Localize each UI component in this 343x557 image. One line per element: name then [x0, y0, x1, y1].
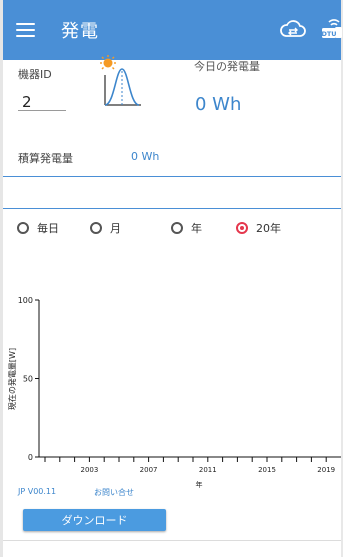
hamburger-menu-icon[interactable] — [16, 23, 35, 37]
today-energy-label: 今日の発電量 — [194, 60, 260, 73]
radio-label: 月 — [110, 222, 121, 235]
device-id-label: 機器ID — [18, 68, 52, 81]
window-edge — [341, 0, 343, 557]
radio-circle — [171, 222, 183, 234]
solar-curve-icon — [100, 55, 141, 106]
radio-yearly[interactable]: 年 — [171, 220, 202, 236]
page-title: 発電 — [61, 21, 99, 42]
radio-monthly[interactable]: 月 — [90, 220, 121, 236]
dtu-wifi-icon[interactable]: DTU — [320, 17, 343, 41]
x-tick-label: 2007 — [140, 466, 158, 474]
chart-y-label: 現在の発電量[W] — [7, 348, 17, 410]
x-tick-label: 2011 — [199, 466, 217, 474]
empty-panel — [3, 177, 341, 209]
window-edge — [0, 0, 3, 557]
x-tick-label: 2019 — [317, 466, 335, 474]
radio-20years[interactable]: 20年 — [236, 220, 281, 236]
radio-circle — [17, 222, 29, 234]
version-text: JP V00.11 — [18, 487, 57, 496]
radio-label: 年 — [191, 222, 202, 235]
dtu-label: DTU — [321, 30, 336, 38]
radio-circle — [90, 222, 102, 234]
x-tick-label: 2015 — [258, 466, 276, 474]
app-bar: 発電 DTU — [3, 0, 343, 60]
y-tick-label: 0 — [28, 453, 33, 462]
y-tick-label: 50 — [23, 375, 33, 384]
chart-x-label: 年 — [196, 480, 203, 489]
radio-daily[interactable]: 毎日 — [17, 220, 59, 236]
period-radio-group: 毎日 月 年 20年 — [0, 220, 343, 242]
cloud-sync-icon[interactable] — [280, 20, 306, 38]
total-energy-value: 0 Wh — [131, 150, 160, 163]
today-energy-value: 0 Wh — [195, 94, 242, 115]
device-id-underline — [18, 110, 66, 111]
contact-link[interactable]: お問い合せ — [94, 488, 134, 497]
total-energy-label: 積算発電量 — [18, 152, 73, 165]
radio-label: 20年 — [256, 222, 281, 235]
download-button[interactable]: ダウンロード — [23, 509, 166, 531]
power-chart: 0 50 100 2003 2007 2011 2015 2019 現在の発電量[W] 年 — [7, 296, 341, 489]
today-panel — [3, 60, 341, 119]
y-tick-label: 100 — [18, 296, 33, 305]
total-panel — [3, 118, 341, 177]
radio-label: 毎日 — [37, 222, 59, 235]
device-id-field[interactable]: 2 — [22, 93, 32, 111]
x-tick-label: 2003 — [80, 466, 98, 474]
radio-circle-selected — [236, 222, 248, 234]
bottom-divider — [3, 540, 341, 541]
